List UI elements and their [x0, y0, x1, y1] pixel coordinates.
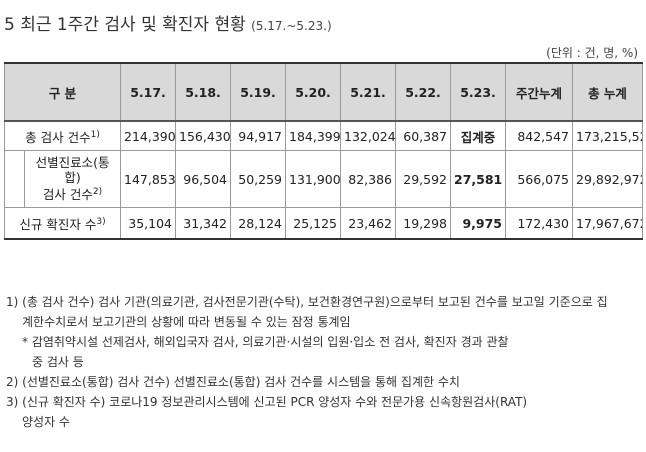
row-label-text: 총 검사 건수 [25, 129, 91, 145]
table-cell: 82,386 [340, 150, 397, 208]
row-label-text: 검사 건수 [42, 187, 93, 203]
header-weekly-total: 주간누계 [505, 62, 574, 122]
row-label-total-tests: 총 검사 건수1) [3, 120, 122, 151]
row-label-text: 선별진료소(통 [35, 155, 110, 171]
header-category: 구 분 [3, 62, 122, 122]
table-cell: 842,547 [505, 120, 574, 151]
table-cell: 94,917 [230, 120, 287, 151]
table-cell: 29,892,972 [572, 150, 644, 208]
table-row: 신규 확진자 수3) 35,104 31,342 28,124 25,125 2… [3, 207, 644, 240]
header-date: 5.22. [395, 62, 452, 122]
header-cumulative-total: 총 누계 [572, 62, 644, 122]
header-date: 5.23. [450, 62, 507, 122]
footnote-1-cont: 계한수치로서 보고기관의 상황에 따라 변동될 수 있는 잠정 통계임 [22, 315, 351, 329]
header-date: 5.18. [175, 62, 232, 122]
footnote-ref: 1) [90, 129, 100, 140]
section-title-period: (5.17.~5.23.) [251, 19, 332, 33]
table-cell: 60,387 [395, 120, 452, 151]
table-cell: 96,504 [175, 150, 232, 208]
table-cell: 131,900 [285, 150, 342, 208]
header-date: 5.21. [340, 62, 397, 122]
table-cell: 31,342 [175, 207, 232, 240]
table-header-row: 구 분 5.17. 5.18. 5.19. 5.20. 5.21. 5.22. … [3, 62, 644, 122]
table-cell: 35,104 [120, 207, 177, 240]
table-cell: 25,125 [285, 207, 342, 240]
table-cell: 29,592 [395, 150, 452, 208]
table-cell: 214,390 [120, 120, 177, 151]
footnote-1-star: * 감염취약시설 선제검사, 해외입국자 검사, 의료기관·시설의 입원·입소 … [22, 335, 509, 349]
table-row: 선별진료소(통 합) 검사 건수2) 147,853 96,504 50,259 1… [4, 150, 644, 208]
row-label-screening-tests: 선별진료소(통 합) 검사 건수2) [23, 150, 122, 208]
table-cell: 23,462 [340, 207, 397, 240]
footnote-3-cont: 양성자 수 [22, 415, 70, 429]
footnotes: 1) (총 검사 건수) 검사 기관(의료기관, 검사전문기관(수탁), 보건환… [6, 292, 644, 432]
footnote-2: 2) (선별진료소(통합) 검사 건수) 선별진료소(통합) 검사 건수를 시스… [6, 375, 460, 389]
table-cell: 50,259 [230, 150, 287, 208]
footnote-ref: 2) [92, 187, 103, 198]
header-date: 5.17. [120, 62, 177, 122]
table-cell: 184,399 [285, 120, 342, 151]
stats-table: 구 분 5.17. 5.18. 5.19. 5.20. 5.21. 5.22. … [3, 62, 644, 240]
table-cell-pending: 집계중 [450, 120, 507, 151]
table-cell: 19,298 [395, 207, 452, 240]
section-title: 5 최근 1주간 검사 및 확진자 현황 (5.17.~5.23.) [4, 10, 332, 35]
footnote-3: 3) (신규 확진자 수) 코로나19 정보관리시스템에 신고된 PCR 양성자… [6, 395, 528, 409]
table-cell: 156,430 [175, 120, 232, 151]
header-date: 5.20. [285, 62, 342, 122]
table-cell: 9,975 [450, 207, 507, 240]
table-cell: 17,967,672 [572, 207, 644, 240]
footnote-1: 1) (총 검사 건수) 검사 기관(의료기관, 검사전문기관(수탁), 보건환… [6, 295, 608, 309]
table-row: 총 검사 건수1) 214,390 156,430 94,917 184,399… [3, 120, 644, 151]
row-label-text: 합) [64, 170, 81, 186]
table-cell: 132,024 [340, 120, 397, 151]
footnote-1-star-cont: 중 검사 등 [32, 355, 84, 369]
table-cell: 28,124 [230, 207, 287, 240]
unit-note: (단위 : 건, 명, %) [546, 46, 638, 60]
table-cell: 27,581 [450, 150, 507, 208]
row-label-new-cases: 신규 확진자 수3) [3, 207, 122, 240]
table-cell: 566,075 [505, 150, 574, 208]
footnote-ref: 3) [96, 216, 106, 227]
row-label-text: 신규 확진자 수 [19, 216, 97, 232]
table-cell: 147,853 [120, 150, 177, 208]
indent-cell [4, 150, 25, 208]
table-cell: 172,430 [505, 207, 574, 240]
table-cell: 173,215,524 [572, 120, 644, 151]
header-date: 5.19. [230, 62, 287, 122]
section-title-main: 5 최근 1주간 검사 및 확진자 현황 [4, 15, 246, 35]
